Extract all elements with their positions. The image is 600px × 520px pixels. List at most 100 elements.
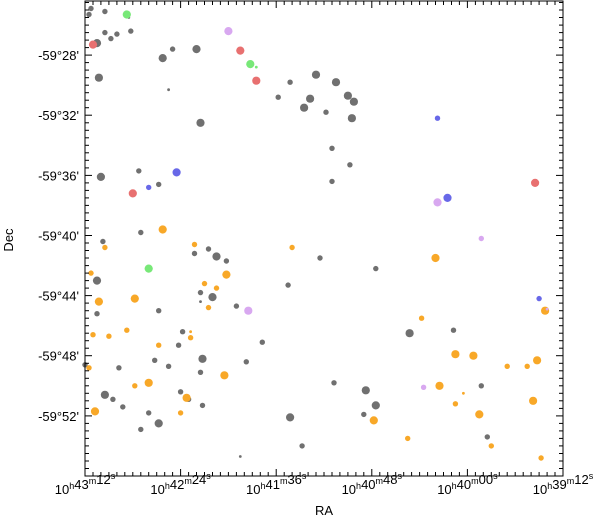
point-orange-23 [405,435,411,442]
point-grey-23 [347,114,356,123]
point-grey-36 [191,250,198,257]
point-orange-10 [191,241,198,248]
point-grey-24 [329,145,335,151]
point-orange-17 [524,363,530,369]
point-blue-4 [536,295,542,302]
point-grey-44 [233,303,240,309]
point-grey-30 [329,178,335,185]
point-grey-34 [205,246,212,252]
point-orange-4 [94,297,103,306]
point-orange-21 [452,401,459,407]
point-red-4 [128,189,137,198]
point-red-5 [531,178,540,187]
point-green-0 [122,10,131,19]
point-orange-34 [462,391,465,395]
point-orange-8 [201,280,208,287]
y-tick-label: -59°52' [38,409,79,424]
point-grey-10 [192,45,201,54]
point-blue-3 [443,193,452,202]
point-green-2 [254,65,258,69]
point-grey-79 [238,455,242,458]
point-grey-71 [361,411,367,418]
point-orange-37 [124,327,130,333]
point-grey-68 [138,426,144,433]
point-grey-22 [275,94,281,100]
point-orange-35 [538,455,544,461]
y-tick-label: -59°28' [38,48,79,63]
point-grey-27 [96,172,105,181]
point-grey-74 [177,389,184,395]
point-grey-58 [100,390,109,399]
point-red-0 [88,40,98,49]
point-grey-67 [154,419,163,428]
point-grey-48 [156,308,162,314]
point-grey-13 [167,88,171,92]
point-orange-2 [102,244,108,251]
point-grey-77 [199,300,202,303]
point-grey-11 [169,46,176,52]
point-orange-6 [222,270,231,279]
point-grey-53 [450,327,457,333]
point-grey-52 [405,329,414,338]
point-blue-2 [434,115,441,121]
x-tick-labels: 10h43m12s 10h42m24s 10h41m36s 10h40m48s 10h4… [55,471,594,497]
point-grey-32 [138,229,144,236]
point-grey-72 [478,383,484,389]
point-grey-69 [120,404,126,410]
point-grey-7 [128,28,134,34]
point-grey-15 [287,79,293,85]
point-grey-63 [199,402,206,409]
point-red-3 [252,76,261,85]
point-grey-51 [259,339,265,345]
point-grey-60 [361,386,370,395]
point-orange-39 [418,315,425,321]
point-grey-17 [343,91,352,100]
point-violet-3 [244,306,253,315]
point-orange-3 [88,270,94,276]
y-tick-label: -59°44' [38,289,79,304]
y-axis-title: Dec [1,228,16,252]
point-grey-2 [102,8,108,15]
point-grey-70 [331,380,337,386]
point-grey-33 [100,238,106,245]
x-tick-label: 10h39m12s [533,471,594,497]
point-grey-37 [223,258,230,264]
point-grey-29 [347,162,353,168]
point-violet-1 [433,198,442,207]
point-grey-78 [299,443,305,449]
y-tick-labels: -59°28' -59°32' -59°36' -59°40' -59°44' -59°4… [38,48,79,424]
point-grey-12 [94,73,103,82]
plot-frame [84,0,564,477]
point-orange-16 [469,351,478,360]
point-orange-15 [451,350,460,359]
point-grey-5 [108,35,114,42]
point-orange-18 [529,396,538,405]
x-tick-label: 10h40m00s [437,471,498,497]
point-orange-24 [144,378,153,387]
point-violet-0 [224,27,233,36]
point-orange-30 [86,365,92,371]
point-grey-0 [88,5,94,12]
point-blue-0 [146,184,152,191]
scatter-points [82,5,550,461]
y-tick-label: -59°36' [38,168,79,183]
point-grey-49 [179,329,186,335]
point-grey-21 [323,109,329,115]
point-orange-33 [156,342,162,348]
point-orange-14 [533,356,542,365]
point-grey-73 [484,434,490,440]
point-orange-40 [205,304,212,311]
point-orange-31 [106,333,112,339]
point-orange-13 [541,306,550,315]
axis-ticks [84,1,564,477]
point-orange-12 [431,253,440,263]
point-orange-22 [369,416,378,425]
point-grey-9 [158,54,167,63]
point-orange-29 [90,407,100,416]
point-grey-18 [306,94,315,103]
point-grey-65 [197,369,204,375]
point-grey-54 [198,354,207,363]
y-tick-label: -59°40' [38,229,79,244]
point-orange-41 [504,363,510,369]
